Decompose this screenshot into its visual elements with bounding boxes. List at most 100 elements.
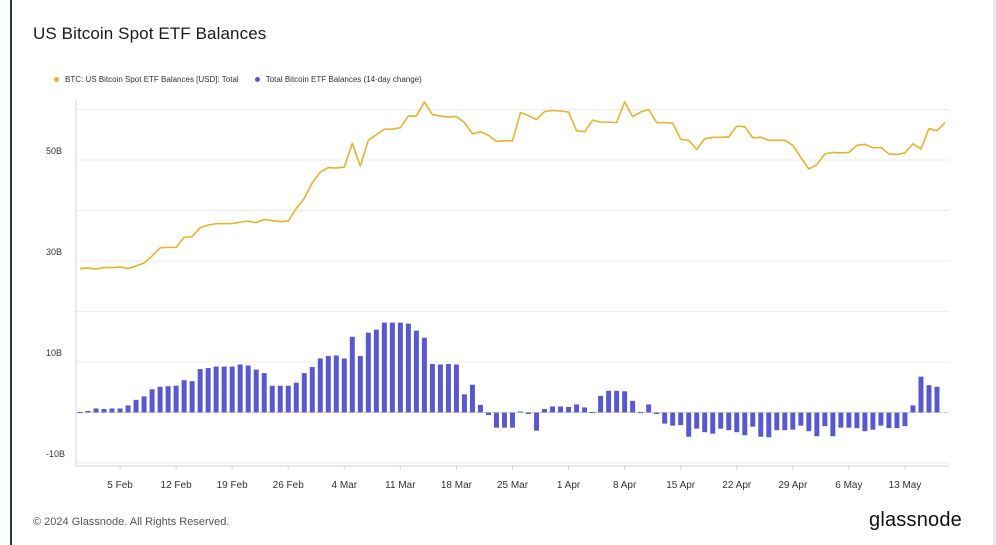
change-bar[interactable] [534, 412, 540, 431]
change-bar[interactable] [694, 412, 700, 429]
change-bar[interactable] [670, 412, 676, 426]
change-bar[interactable] [229, 366, 235, 413]
change-bar[interactable] [734, 412, 740, 433]
change-bar[interactable] [373, 329, 379, 413]
change-bar[interactable] [878, 412, 884, 426]
change-bar[interactable] [237, 364, 243, 413]
change-bar[interactable] [862, 412, 868, 432]
change-bar[interactable] [854, 412, 860, 429]
change-bar[interactable] [485, 412, 491, 416]
change-bar[interactable] [494, 412, 499, 428]
change-bar[interactable] [157, 386, 163, 413]
change-bar[interactable] [902, 412, 908, 427]
change-bar[interactable] [301, 373, 307, 413]
change-bar[interactable] [718, 412, 724, 429]
change-bar[interactable] [790, 412, 796, 430]
change-bar[interactable] [662, 412, 668, 424]
change-bar[interactable] [477, 404, 483, 413]
change-bar[interactable] [606, 390, 612, 413]
change-bar[interactable] [782, 412, 788, 431]
change-bar[interactable] [502, 412, 507, 428]
change-bar[interactable] [558, 406, 564, 413]
change-bar[interactable] [341, 358, 347, 413]
change-bar[interactable] [285, 385, 291, 413]
change-bar[interactable] [261, 373, 267, 413]
change-bar[interactable] [798, 412, 804, 426]
change-bar[interactable] [614, 390, 620, 413]
change-bar[interactable] [830, 412, 836, 437]
change-bar[interactable] [886, 412, 892, 429]
change-bar[interactable] [750, 412, 756, 427]
change-bar[interactable] [910, 405, 916, 413]
change-bar[interactable] [181, 380, 187, 413]
change-bar[interactable] [846, 412, 852, 428]
change-bar[interactable] [469, 384, 475, 413]
change-bar[interactable] [197, 369, 203, 413]
change-bar[interactable] [253, 369, 259, 413]
change-bar[interactable] [93, 408, 99, 413]
change-bar[interactable] [582, 407, 588, 413]
change-bar[interactable] [213, 366, 219, 413]
change-bar[interactable] [245, 365, 251, 413]
legend-item-total[interactable]: BTC: US Bitcoin Spot ETF Balances [USD]:… [54, 75, 239, 84]
change-bar[interactable] [381, 322, 387, 413]
change-bar[interactable] [85, 410, 91, 413]
change-bar[interactable] [133, 399, 139, 413]
change-bar[interactable] [189, 381, 195, 413]
change-bar[interactable] [646, 404, 652, 413]
change-bar[interactable] [926, 385, 932, 413]
change-bar[interactable] [678, 412, 684, 426]
change-bar[interactable] [806, 412, 812, 432]
change-bar[interactable] [445, 364, 451, 413]
change-bar[interactable] [566, 406, 572, 413]
change-bar[interactable] [622, 391, 628, 413]
change-bar[interactable] [702, 412, 708, 433]
change-bar[interactable] [437, 364, 443, 413]
change-bar[interactable] [277, 385, 283, 413]
change-bar[interactable] [349, 336, 355, 413]
change-bar[interactable] [526, 412, 532, 415]
change-bar[interactable] [101, 408, 107, 413]
change-bar[interactable] [109, 408, 115, 413]
change-bar[interactable] [413, 330, 419, 413]
change-bar[interactable] [726, 412, 732, 431]
change-bar[interactable] [405, 323, 411, 413]
change-bar[interactable] [205, 368, 211, 413]
change-bar[interactable] [814, 412, 820, 437]
change-bar[interactable] [221, 366, 227, 413]
change-bar[interactable] [453, 364, 459, 413]
change-bar[interactable] [710, 412, 716, 434]
change-bar[interactable] [317, 358, 323, 413]
change-bar[interactable] [397, 322, 403, 413]
change-bar[interactable] [550, 406, 556, 413]
change-bar[interactable] [574, 404, 580, 413]
change-bar[interactable] [766, 412, 772, 438]
change-bar[interactable] [365, 332, 371, 413]
change-bar[interactable] [117, 408, 123, 413]
change-bar[interactable] [542, 408, 548, 413]
change-bar[interactable] [325, 355, 331, 413]
change-bar[interactable] [894, 412, 900, 429]
change-bar[interactable] [461, 394, 467, 413]
change-bar[interactable] [429, 364, 435, 413]
change-bar[interactable] [870, 412, 876, 430]
change-bar[interactable] [598, 395, 604, 413]
change-bar[interactable] [518, 411, 523, 413]
change-bar[interactable] [758, 412, 764, 437]
change-bar[interactable] [357, 355, 363, 413]
change-bar[interactable] [742, 412, 748, 436]
etf-chart[interactable]: 50B 30B 10B -10B 5 Feb 12 Feb 19 Feb 26 Feb 4 M… [12, 0, 996, 545]
change-bar[interactable] [510, 412, 515, 428]
change-bar[interactable] [309, 367, 315, 413]
change-bar[interactable] [654, 412, 660, 415]
change-bar[interactable] [293, 382, 299, 413]
change-bar[interactable] [141, 396, 147, 413]
change-bar[interactable] [822, 412, 828, 427]
change-bar[interactable] [838, 412, 844, 428]
change-bar[interactable] [934, 386, 940, 413]
change-bar[interactable] [389, 322, 395, 413]
change-bar[interactable] [918, 376, 924, 413]
change-bar[interactable] [686, 412, 692, 437]
change-bar[interactable] [269, 385, 275, 413]
change-bar[interactable] [173, 385, 179, 413]
